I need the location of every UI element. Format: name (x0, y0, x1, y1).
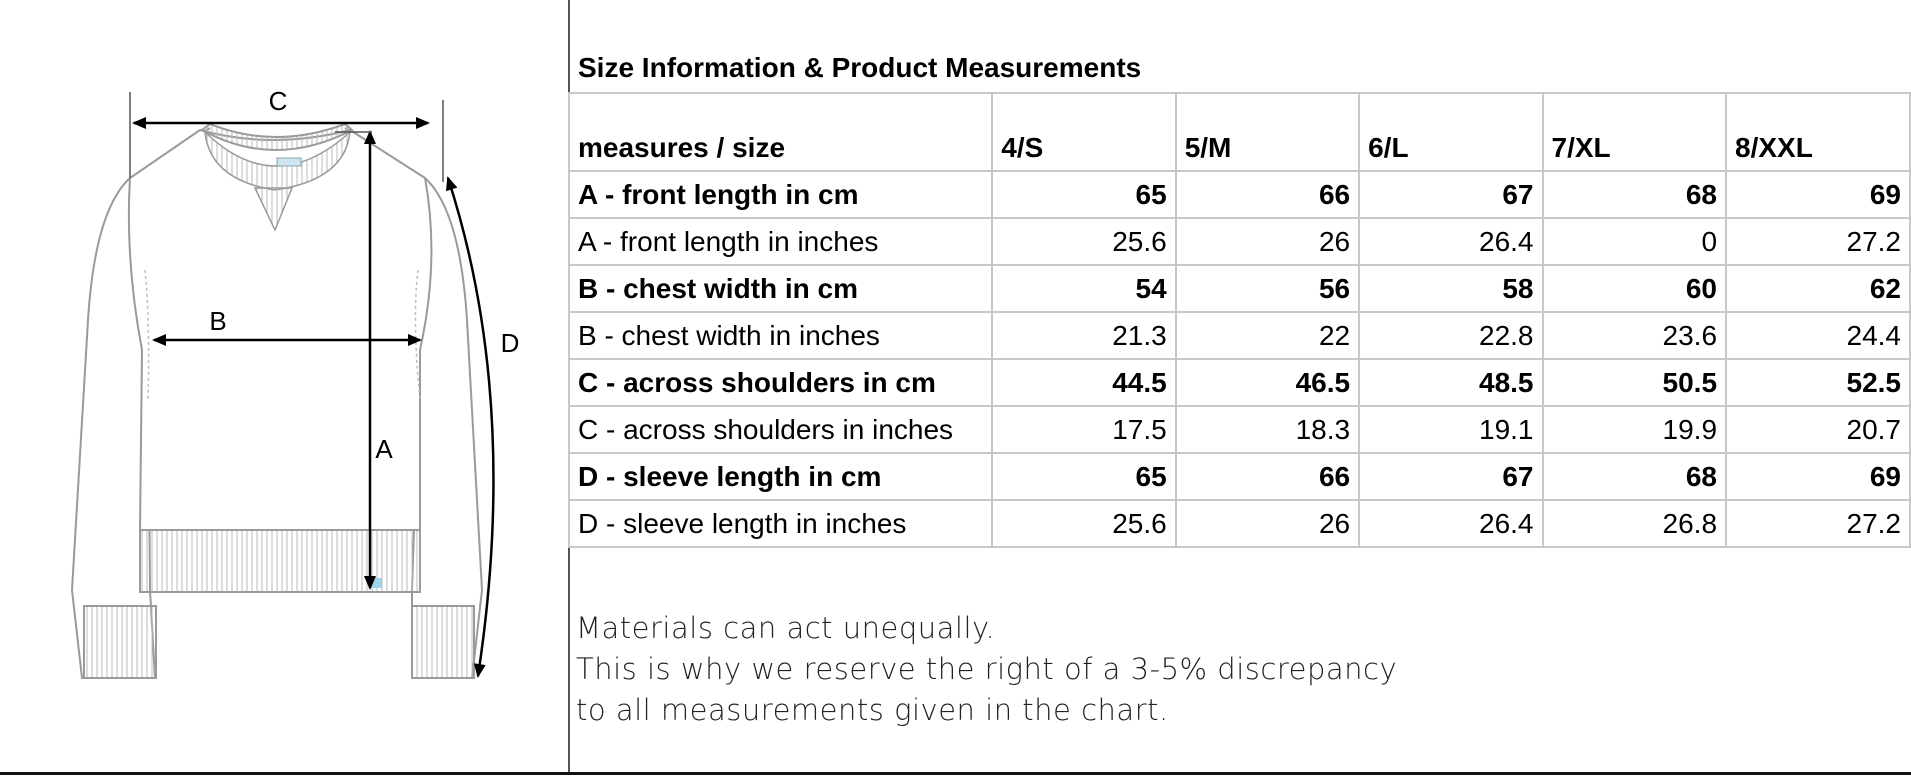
cell-value: 18.3 (1174, 405, 1361, 454)
table-row: B - chest width in inches 21.3 22 22.8 2… (567, 311, 1911, 360)
neck-label (276, 157, 302, 167)
row-label: D - sleeve length in cm (567, 452, 994, 501)
cell-value: 62 (1725, 264, 1911, 313)
page-title: Size Information & Product Measurements (578, 52, 1142, 83)
v-insert (253, 187, 294, 232)
table-row: A - front length in inches 25.6 26 26.4 … (567, 217, 1911, 266)
table-header-row: measures / size 4/S 5/M 6/L 7/XL 8/XXL (567, 92, 1911, 172)
cell-value: 23.6 (1541, 311, 1728, 360)
row-label: A - front length in cm (567, 170, 994, 219)
cell-value: 58 (1358, 264, 1544, 313)
table-header-cell: 4/S (991, 92, 1177, 172)
row-label: D - sleeve length in inches (567, 499, 994, 548)
collar-band (204, 130, 351, 191)
measurement-guides: C A B D (129, 86, 520, 678)
cell-value: 25.6 (991, 499, 1177, 548)
cell-value: 60 (1541, 264, 1728, 313)
discrepancy-note: Materials can act unequally. This is why… (576, 608, 1397, 731)
note-line: to all measurements given in the chart. (576, 693, 1169, 727)
table-header-cell: 5/M (1174, 92, 1361, 172)
table-row: D - sleeve length in cm 65 66 67 68 69 (567, 452, 1911, 501)
note-line: Materials can act unequally. (576, 611, 996, 645)
left-cuff (83, 605, 157, 679)
cell-value: 68 (1541, 452, 1728, 501)
cell-value: 68 (1541, 170, 1728, 219)
cell-value: 26.8 (1541, 499, 1728, 548)
a-label: A (375, 434, 393, 464)
cell-value: 69 (1725, 452, 1911, 501)
cell-value: 69 (1725, 170, 1911, 219)
right-cuff (411, 605, 475, 679)
cell-value: 22.8 (1358, 311, 1544, 360)
hem-tag (372, 578, 382, 588)
cell-value: 46.5 (1174, 358, 1361, 407)
row-label: B - chest width in cm (567, 264, 994, 313)
cell-value: 19.1 (1358, 405, 1544, 454)
cell-value: 0 (1541, 217, 1728, 266)
table-row: A - front length in cm 65 66 67 68 69 (567, 170, 1911, 219)
row-label: A - front length in inches (567, 217, 994, 266)
side-seam-right (414, 269, 421, 401)
table-row: D - sleeve length in inches 25.6 26 26.4… (567, 499, 1911, 548)
cell-value: 66 (1174, 170, 1361, 219)
size-table: measures / size 4/S 5/M 6/L 7/XL 8/XXL A… (567, 92, 1911, 548)
cell-value: 48.5 (1358, 358, 1544, 407)
b-label: B (209, 306, 226, 336)
table-row: C - across shoulders in cm 44.5 46.5 48.… (567, 358, 1911, 407)
cell-value: 67 (1358, 170, 1544, 219)
cell-value: 17.5 (991, 405, 1177, 454)
cell-value: 52.5 (1725, 358, 1911, 407)
cell-value: 27.2 (1725, 217, 1911, 266)
cell-value: 54 (991, 264, 1177, 313)
cell-value: 26.4 (1358, 217, 1544, 266)
row-label: C - across shoulders in inches (567, 405, 994, 454)
note-line: This is why we reserve the right of a 3-… (576, 652, 1398, 686)
row-label: C - across shoulders in cm (567, 358, 994, 407)
cell-value: 65 (991, 452, 1177, 501)
table-header-cell: measures / size (567, 92, 994, 172)
cell-value: 24.4 (1725, 311, 1911, 360)
table-header-cell: 7/XL (1541, 92, 1728, 172)
cell-value: 19.9 (1541, 405, 1728, 454)
c-label: C (269, 86, 288, 116)
table-header-cell: 8/XXL (1725, 92, 1911, 172)
cell-value: 66 (1174, 452, 1361, 501)
cell-value: 25.6 (991, 217, 1177, 266)
cell-value: 44.5 (991, 358, 1177, 407)
cell-value: 26.4 (1358, 499, 1544, 548)
table-header-cell: 6/L (1358, 92, 1544, 172)
cell-value: 50.5 (1541, 358, 1728, 407)
cell-value: 67 (1358, 452, 1544, 501)
table-row: C - across shoulders in inches 17.5 18.3… (567, 405, 1911, 454)
side-seam-left (144, 269, 150, 401)
cell-value: 56 (1174, 264, 1361, 313)
sweatshirt-outline (70, 122, 484, 679)
cell-value: 65 (991, 170, 1177, 219)
cell-value: 26 (1174, 217, 1361, 266)
sweatshirt-diagram: C A B D (70, 86, 520, 679)
cell-value: 22 (1174, 311, 1361, 360)
d-arrow (445, 176, 495, 678)
d-label: D (501, 328, 520, 358)
table-row: B - chest width in cm 54 56 58 60 62 (567, 264, 1911, 313)
cell-value: 26 (1174, 499, 1361, 548)
cell-value: 20.7 (1725, 405, 1911, 454)
row-label: B - chest width in inches (567, 311, 994, 360)
bottom-divider (0, 772, 1911, 775)
cell-value: 21.3 (991, 311, 1177, 360)
cell-value: 27.2 (1725, 499, 1911, 548)
